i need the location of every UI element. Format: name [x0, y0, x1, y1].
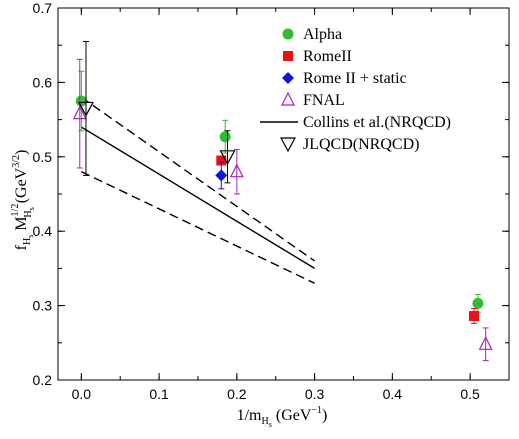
data-point-jlqcd-nrqcd	[77, 101, 94, 117]
ticks-layer: 0.0 0.1 0.2 0.3 0.4 0.5 0.2 0.3 0.4 0.5 0.6 0.7	[33, 0, 510, 402]
x-tick-label: 0.4	[383, 386, 403, 402]
data-point-rome-ii-static	[215, 169, 228, 182]
legend-label-collins-et-al-nrqcd: Collins et al.(NRQCD)	[303, 114, 451, 131]
legend-label-jlqcd-nrqcd: JLQCD(NRQCD)	[303, 136, 419, 153]
series-line-solid	[80, 126, 315, 269]
legend-label-rome-ii-static: Rome II + static	[303, 70, 407, 87]
y-axis-label-m-sup: 1/2	[10, 204, 21, 217]
data-point-jlqcd-nrqcd	[219, 150, 236, 166]
legend-label-romeii: RomeII	[303, 48, 352, 65]
x-axis-label: 1/mHs (GeV−1)	[237, 405, 328, 429]
lines-layer	[80, 96, 316, 284]
y-tick-label: 0.7	[33, 0, 53, 16]
y-axis-label-f: f	[13, 244, 30, 250]
legend-swatch-romeii	[283, 51, 293, 61]
legend-swatch-fnal	[281, 91, 295, 106]
x-axis-label-sub: H	[262, 416, 269, 427]
y-axis-label-f-sub: H	[22, 238, 33, 245]
y-tick-label: 0.4	[33, 223, 53, 239]
x-tick-label: 0.0	[72, 386, 92, 402]
x-tick-label: 0.2	[227, 386, 247, 402]
data-point-alpha	[75, 95, 87, 107]
y-axis-label-unit-exp: 3/2	[11, 155, 22, 168]
points-layer	[72, 40, 493, 362]
y-axis-label-unit-close: )	[13, 150, 30, 155]
legend: Alpha RomeII Rome II + static FNAL Collins e…	[260, 26, 451, 153]
x-axis-label-unit-close: )	[322, 407, 327, 424]
data-point-fnal	[72, 105, 87, 120]
y-axis-label: fHs M1/2 Hs (GeV3/2)	[10, 150, 36, 251]
x-axis-label-main: 1/m	[237, 407, 262, 424]
legend-label-alpha: Alpha	[303, 26, 342, 43]
data-point-romeii	[469, 311, 480, 322]
y-tick-label: 0.5	[33, 149, 53, 165]
x-axis-label-subsub: s	[269, 420, 272, 429]
x-tick-label: 0.3	[305, 386, 325, 402]
x-tick-label: 0.5	[460, 386, 480, 402]
legend-label-fnal: FNAL	[303, 92, 345, 109]
y-tick-label: 0.6	[33, 74, 53, 90]
series-line-dashed	[80, 96, 316, 262]
legend-swatch-rome-ii-static	[282, 72, 294, 84]
data-point-fnal	[229, 163, 244, 178]
data-point-alpha	[219, 131, 231, 143]
data-point-alpha	[472, 297, 484, 309]
y-tick-label: 0.2	[33, 372, 53, 388]
y-axis-label-m-subsub: s	[27, 207, 36, 210]
series-line-dashed	[81, 171, 315, 284]
y-tick-label: 0.3	[33, 298, 53, 314]
legend-swatch-alpha	[282, 28, 294, 40]
data-point-fnal	[478, 335, 493, 350]
x-tick-label: 0.1	[149, 386, 169, 402]
y-axis-label-unit-open: (GeV	[13, 167, 30, 207]
y-axis-label-m-sub: H	[23, 210, 34, 217]
legend-swatch-jlqcd-nrqcd	[279, 137, 297, 153]
x-axis-label-unit-exp: −1	[311, 405, 322, 416]
x-axis-label-unit-open: (GeV	[272, 407, 312, 424]
y-axis-label-m: M	[13, 216, 30, 234]
plot-frame	[57, 7, 510, 381]
y-axis-label-f-subsub: s	[26, 235, 35, 238]
data-point-romeii	[216, 155, 227, 166]
